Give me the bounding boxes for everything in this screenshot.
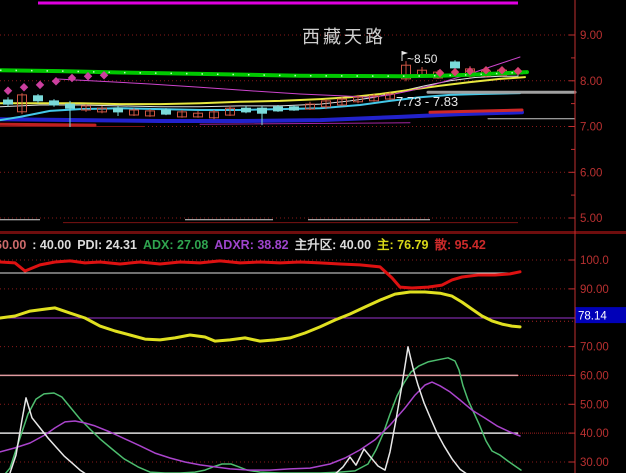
sar-dot	[450, 67, 460, 77]
candle-down	[33, 95, 43, 102]
status-segment: PDI: 24.31	[77, 238, 137, 252]
candle-down	[241, 107, 251, 113]
candle-up	[177, 111, 187, 118]
axis-label: 9.00	[580, 30, 602, 42]
candle-down	[450, 61, 460, 69]
candle-up	[305, 103, 315, 110]
axis-label: 6.00	[580, 167, 602, 179]
value-marker	[575, 307, 626, 324]
candle-up	[225, 107, 235, 116]
sar-dot	[435, 68, 445, 78]
indicator-status-bar: 60.00 : 40.00 PDI: 24.31 ADX: 27.08 ADXR: 38…	[0, 234, 626, 253]
sar-dot	[497, 65, 507, 75]
sar-dot	[3, 86, 13, 96]
series-crimson-left	[0, 122, 97, 127]
candle-down	[3, 99, 13, 105]
series-white-ma	[0, 75, 519, 108]
candle-down	[257, 107, 267, 114]
candle-up	[353, 96, 363, 103]
series-san-red	[0, 259, 522, 290]
candle-down	[49, 100, 59, 106]
axis-label: 7.00	[580, 122, 602, 134]
sar-dot	[19, 82, 29, 92]
series-adxr-purple	[0, 381, 521, 471]
flag-icon	[402, 51, 408, 55]
series-pdi-white-a	[9, 397, 86, 473]
axis-label: 70.00	[580, 342, 609, 354]
axis-label: 40.00	[580, 428, 609, 440]
status-segment: 散: 95.42	[434, 238, 486, 252]
sar-dot	[465, 66, 475, 76]
value-marker-label: 78.14	[578, 311, 607, 323]
axis-label: 30.00	[580, 457, 609, 469]
candle-up	[97, 107, 107, 113]
status-segment: 60.00	[0, 238, 27, 252]
candle-up	[321, 100, 331, 108]
candle-down	[273, 106, 283, 112]
candle-up	[209, 111, 219, 119]
candle-up	[385, 93, 395, 100]
series-green-ma	[0, 68, 529, 79]
sar-dot	[67, 73, 77, 83]
candle-up	[401, 64, 411, 80]
status-segment: ADXR: 38.82	[214, 238, 289, 252]
series-magenta-ma	[54, 56, 521, 98]
candle-up	[129, 109, 139, 116]
sar-dot	[99, 71, 109, 80]
axis-label: 50.00	[580, 399, 609, 411]
candle-up	[81, 105, 91, 111]
candle-down	[65, 103, 75, 109]
candle-up	[17, 94, 27, 113]
price-annotation: ~8.50	[407, 52, 438, 66]
series-adx-green	[4, 357, 522, 473]
status-segment: 主: 76.79	[377, 238, 429, 252]
candle-up	[337, 98, 347, 106]
candle-down	[161, 109, 171, 115]
status-segment: ADX: 27.08	[142, 238, 209, 252]
status-segment: 主升区: 40.00	[294, 238, 372, 252]
candle-up	[369, 95, 379, 102]
axis-label: 60.00	[580, 370, 609, 382]
candle-down	[289, 106, 299, 111]
series-blue-band	[0, 110, 524, 123]
series-zhu-yellow	[0, 290, 522, 343]
series-magenta-under	[199, 122, 411, 125]
axis-label: 8.00	[580, 76, 602, 88]
series-yellow-ma	[0, 76, 526, 106]
sar-dot	[481, 65, 491, 75]
sar-dot	[83, 71, 93, 81]
series-pdi-white-b	[335, 346, 467, 473]
series-crimson-right	[428, 108, 524, 114]
axis-label: 5.00	[580, 213, 602, 225]
panel-divider	[0, 231, 626, 234]
sar-dot	[35, 80, 45, 90]
sar-dot	[51, 76, 61, 86]
axis-label: 90.00	[580, 284, 609, 296]
stock-title: 西藏天路	[302, 27, 386, 47]
status-segment: : 40.00	[32, 238, 72, 252]
candle-up	[193, 112, 203, 118]
candle-down	[113, 107, 123, 113]
axis-label: 100.0	[580, 255, 609, 267]
price-annotation: 7.73 - 7.83	[396, 94, 458, 109]
candle-up	[145, 110, 155, 117]
